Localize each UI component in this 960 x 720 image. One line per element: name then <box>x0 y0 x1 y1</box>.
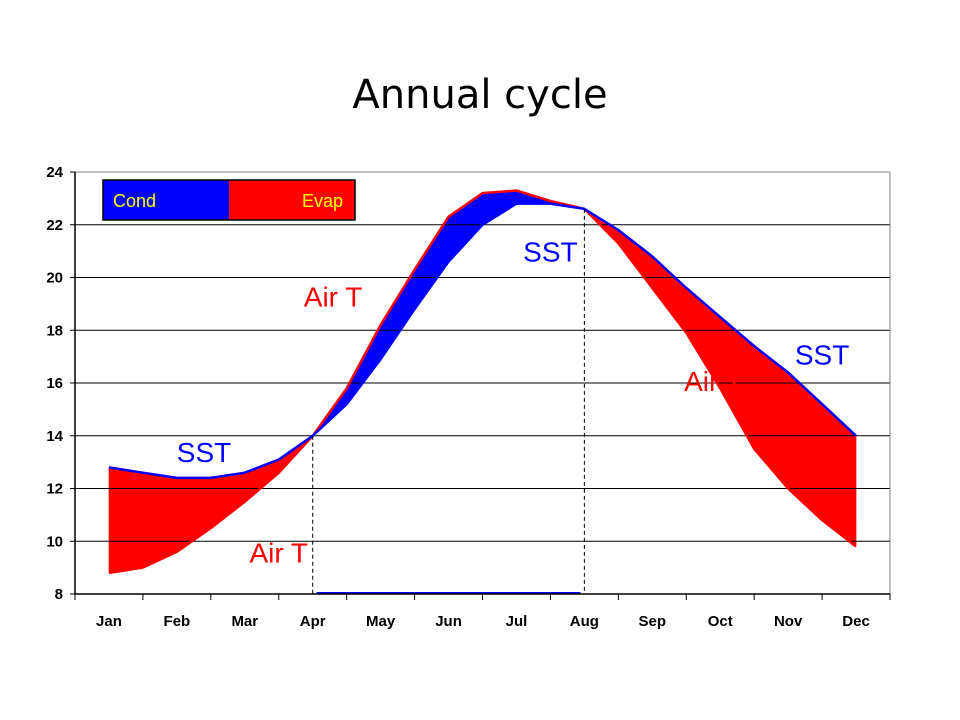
legend-label: Evap <box>302 191 343 211</box>
x-tick-label: Jan <box>96 613 122 630</box>
x-tick-label: Jul <box>506 613 528 630</box>
air-t-line <box>108 189 857 575</box>
series-annotation: SST <box>523 237 577 268</box>
sst-line <box>108 202 857 480</box>
series-annotation: Air T <box>684 366 743 397</box>
series-annotation: Air T <box>249 537 308 568</box>
x-tick-label: Oct <box>708 613 733 630</box>
y-tick-label: 22 <box>46 217 63 234</box>
x-tick-label: Jun <box>435 613 462 630</box>
y-tick-label: 12 <box>46 481 63 498</box>
legend-label: Cond <box>113 191 156 211</box>
page-title: Annual cycle <box>352 72 608 118</box>
y-tick-label: 10 <box>46 533 63 550</box>
legend-swatch <box>103 180 229 220</box>
x-tick-label: Nov <box>774 613 803 630</box>
x-tick-label: Feb <box>164 613 191 630</box>
x-tick-label: Dec <box>842 613 870 630</box>
x-tick-label: Sep <box>639 613 667 630</box>
x-tick-label: Mar <box>231 613 258 630</box>
legend-swatch <box>229 180 355 220</box>
x-tick-label: May <box>366 613 396 630</box>
series-annotation: Air T <box>304 282 363 313</box>
y-tick-label: 18 <box>46 322 63 339</box>
evap-fill-segment <box>108 467 144 574</box>
y-tick-label: 16 <box>46 375 63 392</box>
y-tick-label: 14 <box>46 428 63 445</box>
series-annotation: SST <box>795 340 849 371</box>
x-tick-label: Apr <box>300 613 326 630</box>
series-annotation: SST <box>177 437 231 468</box>
y-tick-label: 24 <box>46 164 63 181</box>
x-tick-label: Aug <box>570 613 599 630</box>
legend-border <box>102 179 356 221</box>
y-tick-label: 8 <box>55 586 63 603</box>
y-tick-label: 20 <box>46 270 63 287</box>
